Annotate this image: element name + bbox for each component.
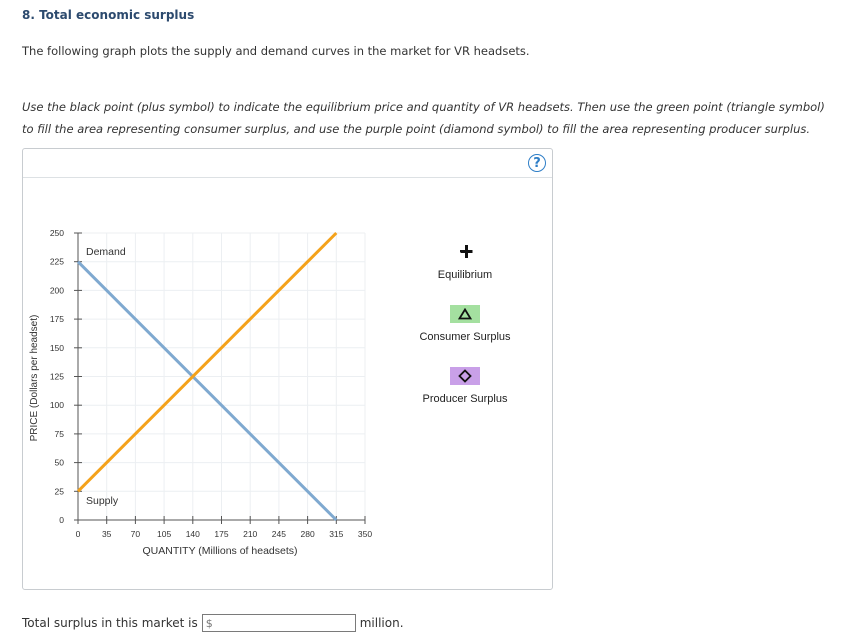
x-tick-label: 35 [102,529,112,539]
producer-surplus-tool[interactable]: Producer Surplus [415,367,515,405]
consumer-surplus-label: Consumer Surplus [419,331,511,343]
y-tick-label: 25 [55,486,65,496]
supply-curve-label: Supply [86,495,119,507]
triangle-icon [458,308,472,320]
x-tick-label: 0 [76,529,81,539]
equilibrium-label: Equilibrium [437,269,493,281]
x-tick-label: 280 [301,529,315,539]
supply-demand-chart[interactable]: 0 25 50 75 100 125 150 175 200 225 250 0 35 70 105 140 1… [23,178,403,588]
x-tick-label: 245 [272,529,286,539]
x-tick-label: 315 [329,529,343,539]
panel-toolbar: ? [23,149,552,178]
x-tick-label: 105 [157,529,171,539]
question-instructions: Use the black point (plus symbol) to ind… [22,100,825,136]
help-icon[interactable]: ? [528,154,546,172]
y-tick-label: 200 [50,285,64,295]
x-axis-label: QUANTITY (Millions of headsets) [142,545,297,557]
consumer-surplus-tool[interactable]: Consumer Surplus [415,305,515,343]
y-tick-label: 150 [50,343,64,353]
x-tick-label: 210 [243,529,257,539]
producer-surplus-label: Producer Surplus [422,393,508,405]
question-intro: The following graph plots the supply and… [22,44,530,58]
diamond-icon [458,369,472,383]
demand-curve[interactable] [76,260,338,522]
x-tick-label: 350 [358,529,372,539]
supply-curve[interactable] [76,231,338,493]
y-tick-label: 50 [55,458,65,468]
plus-icon [460,245,473,258]
answer-prefix: Total surplus in this market is [22,616,198,630]
y-tick-label: 75 [55,429,65,439]
equilibrium-tool[interactable]: Equilibrium [415,243,515,281]
y-tick-label: 175 [50,314,64,324]
x-tick-label: 70 [131,529,141,539]
y-tick-label: 100 [50,400,64,410]
y-tick-label: 125 [50,372,64,382]
total-surplus-input[interactable] [201,614,356,632]
demand-curve-label: Demand [86,246,126,258]
y-tick-label: 225 [50,257,64,267]
answer-row: Total surplus in this market is million. [22,614,404,632]
graph-panel: ? 0 25 50 75 100 125 150 175 200 225 250 0 35 70 105 14… [22,148,553,590]
x-tick-label: 175 [214,529,228,539]
y-tick-label: 250 [50,228,64,238]
y-axis-label: PRICE (Dollars per headset) [29,315,40,442]
answer-suffix: million. [359,616,404,630]
x-tick-label: 140 [186,529,200,539]
question-title: 8. Total economic surplus [22,8,195,22]
y-tick-label: 0 [59,515,64,525]
